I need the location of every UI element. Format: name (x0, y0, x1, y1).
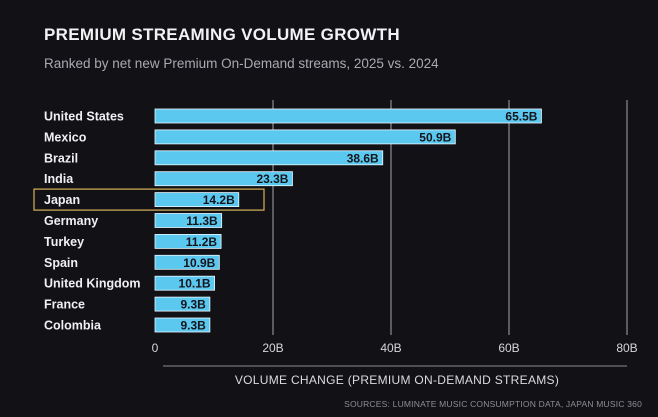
bar (154, 296, 211, 312)
chart-subtitle: Ranked by net new Premium On-Demand stre… (44, 56, 439, 71)
data-label: 11.2B (186, 235, 218, 249)
bar (154, 129, 456, 145)
category-label: United States (44, 110, 124, 124)
bar (154, 317, 211, 333)
category-label: India (44, 172, 74, 186)
data-label: 9.3B (181, 298, 207, 312)
bar (154, 108, 542, 124)
bar (154, 192, 240, 208)
highlight-box (33, 188, 265, 211)
bar (154, 254, 220, 270)
category-label: Spain (44, 256, 78, 270)
source-note: SOURCES: LUMINATE MUSIC CONSUMPTION DATA… (344, 399, 642, 409)
x-tick-label: 40B (380, 341, 401, 355)
x-tick-label: 60B (498, 341, 519, 355)
bar (154, 213, 223, 228)
data-label: 14.2B (203, 193, 235, 207)
data-label: 11.3B (186, 214, 218, 228)
data-label: 38.6B (347, 151, 379, 165)
data-label: 10.1B (179, 277, 211, 291)
x-tick-label: 0 (152, 341, 159, 355)
category-label: Brazil (44, 151, 78, 165)
category-label: Colombia (44, 319, 102, 333)
x-tick-label: 20B (262, 341, 283, 355)
bar (154, 150, 384, 166)
data-label: 9.3B (181, 319, 207, 333)
chart-title: PREMIUM STREAMING VOLUME GROWTH (44, 25, 400, 44)
category-label: Japan (44, 193, 80, 207)
x-tick-label: 80B (616, 341, 637, 355)
data-label: 50.9B (419, 130, 451, 144)
data-label: 23.3B (256, 172, 288, 186)
category-label: United Kingdom (44, 277, 141, 291)
category-label: Mexico (44, 130, 87, 144)
category-label: Germany (44, 214, 98, 228)
category-label: Turkey (44, 235, 84, 249)
category-label: France (44, 298, 85, 312)
data-label: 10.9B (183, 256, 215, 270)
bar (154, 171, 293, 187)
bar (154, 233, 222, 249)
x-axis-title: VOLUME CHANGE (PREMIUM ON-DEMAND STREAMS… (235, 373, 559, 387)
data-label: 65.5B (505, 110, 537, 124)
bar (154, 275, 215, 291)
